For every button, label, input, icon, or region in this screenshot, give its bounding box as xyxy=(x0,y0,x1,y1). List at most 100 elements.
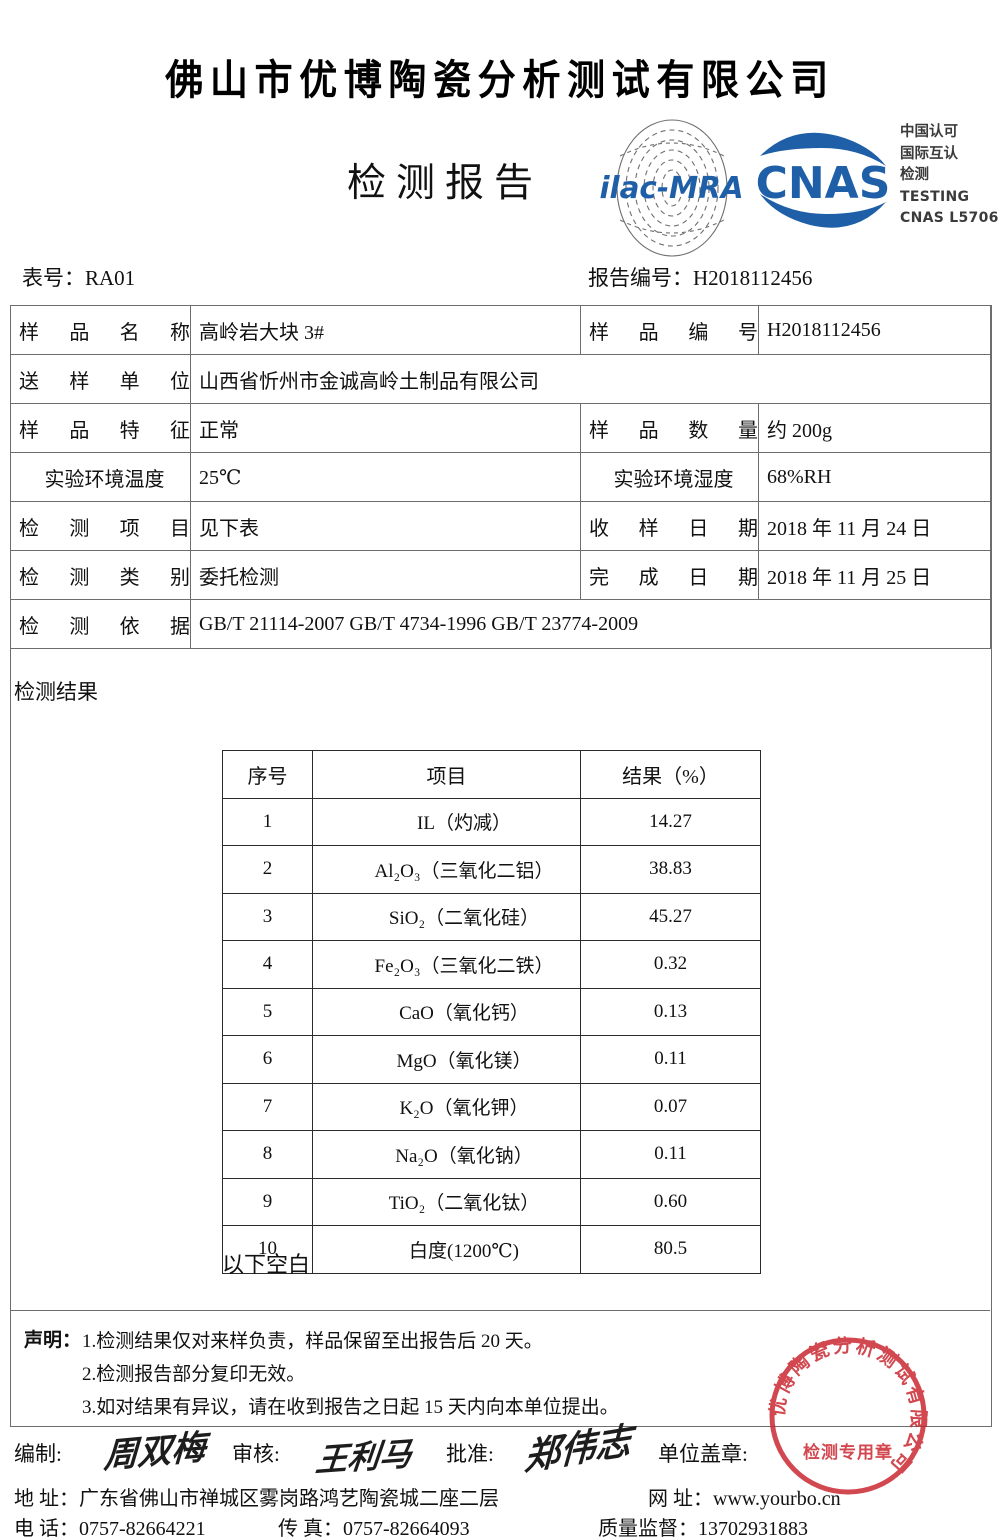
telephone-label: 电 话： xyxy=(14,1518,79,1540)
company-title: 佛山市优博陶瓷分析测试有限公司 xyxy=(165,56,835,104)
cnas-accreditation-text: 中国认可 国际互认 检测 TESTING CNAS L5706 xyxy=(900,122,999,230)
temperature-value: 25℃ xyxy=(190,452,581,502)
fax-value: 0757-82664093 xyxy=(343,1518,470,1540)
row-value: 0.07 xyxy=(580,1082,761,1131)
cnas-line-testing: TESTING xyxy=(900,188,970,205)
cnas-logo-icon: CNAS xyxy=(756,132,890,228)
compiled-by-signature: 周双梅 xyxy=(102,1427,207,1477)
statement-section: 声明： 1.检测结果仅对来样负责，样品保留至出报告后 20 天。 2.检测报告部… xyxy=(10,1310,990,1425)
form-number-label: 表号： xyxy=(22,266,85,290)
received-date-label: 收样日期 xyxy=(580,501,759,551)
received-date-value: 2018 年 11 月 24 日 xyxy=(758,501,991,551)
ilac-mra-logo-icon: ilac-MRA xyxy=(600,119,744,257)
statement-item: 2.检测报告部分复印无效。 xyxy=(82,1364,306,1385)
col-header-item: 项目 xyxy=(312,750,581,799)
table-row: 4 Fe₂O₃（三氧化二铁） 0.32 xyxy=(222,940,761,989)
table-row: 检测项目 见下表 收样日期 2018 年 11 月 24 日 xyxy=(10,501,991,551)
humidity-label: 实验环境湿度 xyxy=(580,452,759,502)
row-item: IL（灼减） xyxy=(312,797,581,846)
client-value: 山西省忻州市金诚高岭土制品有限公司 xyxy=(190,354,991,404)
statement-list: 1.检测结果仅对来样负责，样品保留至出报告后 20 天。 2.检测报告部分复印无… xyxy=(82,1325,619,1424)
address-label: 地 址： xyxy=(14,1488,79,1510)
table-row: 5 CaO（氧化钙） 0.13 xyxy=(222,987,761,1036)
meta-row: 表号：RA01 报告编号：H2018112456 xyxy=(0,262,1000,292)
cnas-line-2: 国际互认 xyxy=(900,145,958,162)
fax-line: 传 真：0757-82664093 xyxy=(278,1512,470,1540)
row-no: 8 xyxy=(222,1130,313,1179)
feature-label: 样品特征 xyxy=(10,403,191,453)
row-item: CaO（氧化钙） xyxy=(312,987,581,1036)
row-value: 0.11 xyxy=(580,1035,761,1084)
row-no: 9 xyxy=(222,1177,313,1226)
test-basis-label: 检测依据 xyxy=(10,599,191,649)
table-row: 3 SiO₂（二氧化硅） 45.27 xyxy=(222,892,761,941)
row-value: 0.60 xyxy=(580,1177,761,1226)
svg-text:ilac-MRA: ilac-MRA xyxy=(600,171,744,206)
telephone-value: 0757-82664221 xyxy=(79,1518,206,1540)
website-value[interactable]: www.yourbo.cn xyxy=(713,1488,841,1510)
row-no: 7 xyxy=(222,1082,313,1131)
row-value: 14.27 xyxy=(580,797,761,846)
report-number-value: H2018112456 xyxy=(693,266,813,290)
sample-info-table: 样品名称 高岭岩大块 3# 样品编号 H2018112456 送样单位 山西省忻… xyxy=(10,305,991,649)
feature-value: 正常 xyxy=(190,403,581,453)
report-number-label: 报告编号： xyxy=(588,266,693,290)
test-results-table: 序号 项目 结果（%） 1 IL（灼减） 14.27 2 Al₂O₃（三氧化二铝… xyxy=(222,750,761,1274)
client-label: 送样单位 xyxy=(10,354,191,404)
row-item: SiO₂（二氧化硅） xyxy=(312,892,581,941)
company-seal-label: 单位盖章: xyxy=(658,1442,748,1466)
telephone-line: 电 话：0757-82664221 xyxy=(14,1512,206,1540)
statement-label: 声明： xyxy=(24,1330,82,1351)
form-number-value: RA01 xyxy=(85,266,136,290)
form-number: 表号：RA01 xyxy=(22,262,135,292)
approved-by-label: 批准: xyxy=(446,1442,494,1466)
website-line: 网 址：www.yourbo.cn xyxy=(648,1482,841,1511)
quality-supervision-value: 13702931883 xyxy=(698,1518,808,1540)
address-line: 地 址：广东省佛山市禅城区雾岗路鸿艺陶瓷城二座二层 xyxy=(14,1482,499,1511)
table-row: 检测依据 GB/T 21114-2007 GB/T 4734-1996 GB/T… xyxy=(10,599,991,649)
signature-row: 编制: 周双梅 审核: 王利马 批准: 郑伟志 单位盖章: xyxy=(0,1419,1000,1480)
completed-date-value: 2018 年 11 月 25 日 xyxy=(758,550,991,600)
row-value: 80.5 xyxy=(580,1225,761,1274)
row-item: Na₂O（氧化钠） xyxy=(312,1130,581,1179)
sample-no-label: 样品编号 xyxy=(580,305,759,355)
row-value: 0.13 xyxy=(580,987,761,1036)
report-subtitle: 检测报告 xyxy=(346,162,543,205)
table-row: 实验环境温度 25℃ 实验环境湿度 68%RH xyxy=(10,452,991,502)
table-row: 检测类别 委托检测 完成日期 2018 年 11 月 25 日 xyxy=(10,550,991,600)
fax-label: 传 真： xyxy=(278,1518,343,1540)
report-number: 报告编号：H2018112456 xyxy=(588,262,812,292)
row-no: 1 xyxy=(222,797,313,846)
address-value: 广东省佛山市禅城区雾岗路鸿艺陶瓷城二座二层 xyxy=(79,1488,499,1510)
compiled-by-label: 编制: xyxy=(14,1442,62,1466)
row-item: Fe₂O₃（三氧化二铁） xyxy=(312,940,581,989)
results-caption: 检测结果 xyxy=(14,680,98,704)
row-no: 2 xyxy=(222,845,313,894)
row-no: 5 xyxy=(222,987,313,1036)
svg-text:佛山市优博陶瓷分析测试有限公司: 佛山市优博陶瓷分析测试有限公司 xyxy=(762,1330,930,1478)
quality-supervision-label: 质量监督： xyxy=(598,1518,698,1540)
test-basis-value: GB/T 21114-2007 GB/T 4734-1996 GB/T 2377… xyxy=(190,599,991,649)
sample-no-value: H2018112456 xyxy=(758,305,991,355)
row-no: 4 xyxy=(222,940,313,989)
row-value: 0.32 xyxy=(580,940,761,989)
row-no: 10 xyxy=(222,1225,313,1274)
website-label: 网 址： xyxy=(648,1488,713,1510)
row-value: 45.27 xyxy=(580,892,761,941)
statement-item: 3.如对结果有异议，请在收到报告之日起 15 天内向本单位提出。 xyxy=(82,1397,619,1418)
completed-date-label: 完成日期 xyxy=(580,550,759,600)
table-row: 1 IL（灼减） 14.27 xyxy=(222,797,761,846)
cnas-line-1: 中国认可 xyxy=(900,124,958,140)
test-category-value: 委托检测 xyxy=(190,550,581,600)
results-body: 1 IL（灼减） 14.27 2 Al₂O₃（三氧化二铝） 38.83 3 Si… xyxy=(222,797,761,1274)
test-items-label: 检测项目 xyxy=(10,501,191,551)
quantity-value: 约 200g xyxy=(758,403,991,453)
test-category-label: 检测类别 xyxy=(10,550,191,600)
company-seal-stamp-icon: 佛山市优博陶瓷分析测试有限公司 xyxy=(762,1330,930,1495)
table-row: 样品名称 高岭岩大块 3# 样品编号 H2018112456 xyxy=(10,305,991,355)
row-item: K₂O（氧化钾） xyxy=(312,1082,581,1131)
col-header-result: 结果（%） xyxy=(580,750,761,799)
temperature-label: 实验环境温度 xyxy=(10,452,191,502)
sample-name-label: 样品名称 xyxy=(10,305,191,355)
